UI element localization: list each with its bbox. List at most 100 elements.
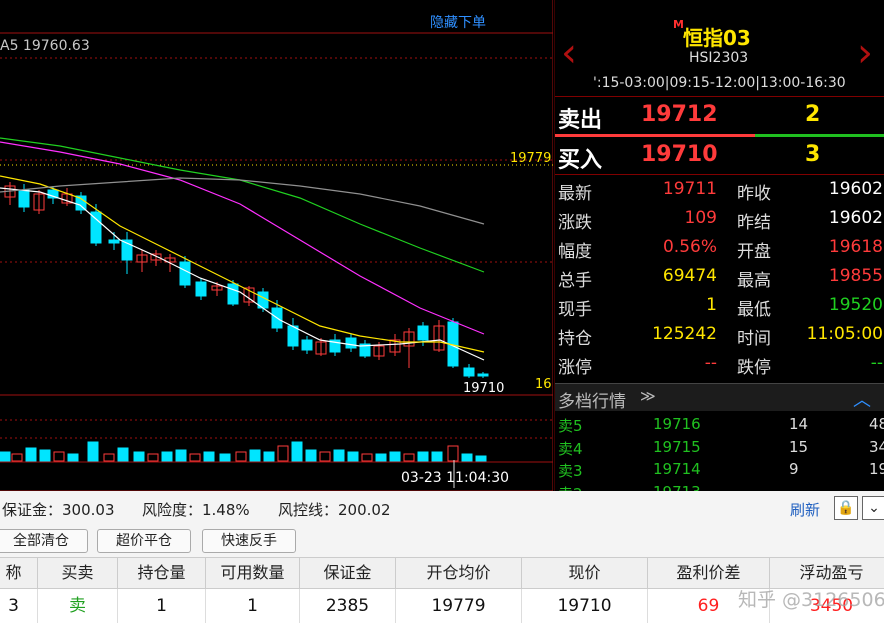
depth-row[interactable]: 卖3 19714 9 19 (555, 460, 884, 482)
volume-bar (291, 441, 303, 462)
volume-bar (203, 451, 215, 462)
stat-value: 19855 (828, 266, 883, 286)
stat-label: 持仓 (558, 329, 592, 349)
stat-label: 最高 (737, 271, 771, 291)
depth-level: 卖5 (558, 417, 583, 435)
quick-reverse-button[interactable]: 快速反手 (202, 529, 296, 553)
table-header[interactable]: 称 (0, 557, 38, 589)
table-cell[interactable]: 1 (118, 589, 206, 623)
close-all-button[interactable]: 全部清仓 (0, 529, 88, 553)
depth-price: 19714 (653, 460, 701, 478)
volume-bar (117, 447, 129, 462)
volume-bar (87, 441, 99, 462)
volume-bar (0, 451, 11, 462)
volume-bar (361, 453, 373, 462)
candlestick-chart[interactable]: 隐藏下单 A5 19760.63 19779 19710 16 03-23 11… (0, 0, 553, 491)
stat-label: 涨停 (558, 358, 592, 378)
trading-sessions: ':15-03:00|09:15-12:00|13:00-16:30 (593, 75, 846, 91)
chevron-up-icon[interactable]: ︿ (853, 390, 871, 411)
expand-icon[interactable]: ≫ (640, 387, 656, 405)
depth-row[interactable]: 卖5 19716 14 48 (555, 415, 884, 437)
volume-bar (375, 453, 387, 462)
bid-row[interactable]: 买入 19710 3 (555, 138, 884, 174)
volume-bar (333, 449, 345, 462)
table-header[interactable]: 持仓量 (118, 557, 206, 589)
table-cell[interactable]: 2385 (300, 589, 396, 623)
candle-body (403, 331, 415, 347)
candle-body (463, 367, 475, 377)
candle-body (329, 339, 341, 353)
stat-label: 总手 (558, 271, 592, 291)
depth-title: 多档行情 (558, 392, 626, 412)
lock-icon[interactable]: 🔒 (834, 496, 858, 520)
ma10-line (0, 175, 485, 353)
table-header[interactable]: 现价 (522, 557, 648, 589)
candle-body (33, 193, 45, 211)
candle-body (477, 373, 489, 377)
table-header[interactable]: 浮动盈亏 (770, 557, 884, 589)
stats-row: 幅度 0.56% 开盘 19618 (555, 237, 884, 266)
watermark: 知乎 @3126506 (738, 589, 884, 611)
table-cell[interactable]: 3450 (770, 589, 884, 623)
table-cell[interactable]: 69 (648, 589, 770, 623)
bid-label: 买入 (558, 148, 603, 173)
depth-price: 19715 (653, 437, 701, 456)
stat-label: 时间 (737, 329, 771, 349)
volume-bar (11, 453, 23, 462)
volume-bar (175, 449, 187, 462)
ask-price: 19712 (641, 102, 718, 127)
account-bar: 保证金：300.03 风险度：1.48% 风控线：200.02 刷新 🔒 ⌄ (0, 491, 884, 524)
stat-value: 69474 (662, 266, 717, 286)
candle-body (121, 239, 133, 261)
instrument-code: HSI2303 (689, 50, 749, 66)
stat-label: 幅度 (558, 242, 592, 262)
trade-panel: 保证金：300.03 风险度：1.48% 风控线：200.02 刷新 🔒 ⌄ 全… (0, 491, 884, 633)
table-header[interactable]: 盈利价差 (648, 557, 770, 589)
stat-value: -- (704, 353, 717, 373)
chevron-down-icon[interactable]: ⌄ (862, 496, 884, 520)
bid-bar (755, 134, 884, 137)
volume-bar (219, 453, 231, 462)
depth-row[interactable]: 卖4 19715 15 34 (555, 438, 884, 460)
volume-bar (39, 449, 51, 462)
over-price-close-button[interactable]: 超价平仓 (97, 529, 191, 553)
depth-count: 34 (869, 437, 884, 456)
volume-bar (263, 451, 275, 462)
cursor-time-label: 03-23 11:04:30 (401, 470, 510, 486)
volume-bar (403, 453, 415, 462)
candle-body (75, 195, 87, 211)
refresh-link[interactable]: 刷新 (790, 501, 821, 519)
margin-value: 保证金：300.03 (2, 501, 115, 519)
table-header[interactable]: 可用数量 (206, 557, 300, 589)
candle-body (345, 337, 357, 349)
volume-bar (235, 451, 247, 462)
candle-body (433, 325, 445, 351)
table-cell[interactable]: 19779 (396, 589, 522, 623)
bid-qty: 3 (805, 142, 821, 167)
stat-value: 19618 (828, 237, 883, 257)
risk-value: 风险度：1.48% (142, 501, 250, 519)
volume-bar (53, 451, 65, 462)
volume-bar (305, 449, 317, 462)
action-buttons: 全部清仓 超价平仓 快速反手 (0, 527, 884, 555)
table-header[interactable]: 买卖 (38, 557, 118, 589)
chevron-left-icon[interactable]: ‹ (561, 30, 577, 76)
depth-header[interactable]: 多档行情 ≫ ︿ (555, 383, 884, 412)
candle-body (287, 325, 299, 347)
candle-body (108, 239, 120, 244)
table-cell[interactable]: 3 (0, 589, 38, 623)
ma20-line (0, 141, 485, 335)
table-header[interactable]: 开仓均价 (396, 557, 522, 589)
table-cell[interactable]: 卖 (38, 589, 118, 623)
candle-body (373, 345, 385, 357)
stat-label: 最新 (558, 184, 592, 204)
depth-level: 卖3 (558, 462, 583, 480)
stat-label: 现手 (558, 300, 592, 320)
ask-row[interactable]: 卖出 19712 2 (555, 98, 884, 134)
table-cell[interactable]: 1 (206, 589, 300, 623)
table-header[interactable]: 保证金 (300, 557, 396, 589)
table-cell[interactable]: 19710 (522, 589, 648, 623)
chevron-right-icon[interactable]: › (857, 30, 873, 76)
hide-orders-link[interactable]: 隐藏下单 (430, 15, 486, 31)
volume-bar (319, 451, 331, 462)
